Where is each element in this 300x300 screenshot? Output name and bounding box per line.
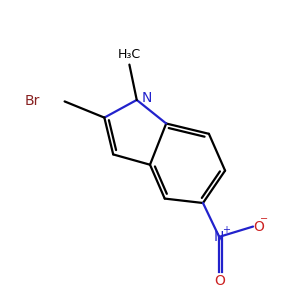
Text: N: N [214, 230, 224, 244]
Text: O: O [214, 274, 225, 288]
Text: Br: Br [25, 94, 40, 108]
Text: −: − [260, 214, 268, 224]
Text: +: + [222, 225, 230, 236]
Text: N: N [142, 92, 152, 106]
Text: H₃C: H₃C [118, 48, 141, 61]
Text: O: O [253, 220, 264, 234]
